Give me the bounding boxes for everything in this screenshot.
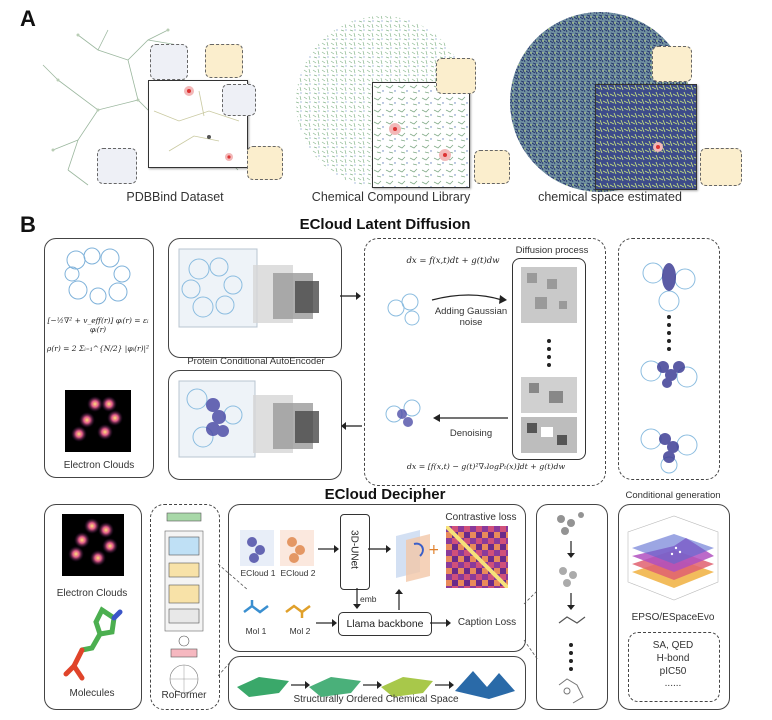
electron-clouds-label-1: Electron Clouds bbox=[63, 460, 135, 471]
ecloud1-image bbox=[240, 530, 274, 566]
llama-backbone: Llama backbone bbox=[338, 612, 432, 636]
arrow-to-caption-loss bbox=[430, 618, 452, 628]
caption-compound-library: Chemical Compound Library bbox=[311, 190, 471, 204]
molecule-thumb-6 bbox=[436, 58, 476, 94]
mol2-label: Mol 2 bbox=[289, 626, 311, 636]
autoencoder-box-bottom bbox=[168, 370, 342, 480]
latent-diffusion-title: ECloud Latent Diffusion bbox=[299, 216, 471, 233]
molecule-thumb-3 bbox=[222, 84, 256, 116]
mol1-image bbox=[240, 598, 274, 622]
molecule-thumb-1 bbox=[150, 44, 188, 80]
arrow-from-unet bbox=[368, 544, 392, 554]
molecule-thumb-8 bbox=[652, 46, 692, 82]
generation-progression-box bbox=[536, 504, 608, 710]
molecule-thumb-2 bbox=[205, 44, 243, 78]
panel-a-label: A bbox=[20, 6, 36, 31]
conditional-generation-label: Conditional generation bbox=[625, 490, 721, 501]
electron-clouds-label-2: Electron Clouds bbox=[56, 588, 128, 599]
landscape-3d bbox=[624, 512, 722, 608]
molecule-thumb-9 bbox=[700, 148, 742, 186]
espo-label: EPSO/ESpaceEvo bbox=[631, 612, 715, 623]
panel-b-label: B bbox=[20, 212, 36, 237]
ordered-space-label: Structurally Ordered Chemical Space bbox=[293, 694, 459, 705]
adding-noise-label: Adding Gaussian noise bbox=[434, 306, 508, 328]
property-hbond: H-bond bbox=[656, 653, 690, 664]
density-equation: ρ(r) = 2 Σᵢ₌₁^{N/2} |φᵢ(r)|² bbox=[46, 344, 150, 353]
arrow-adding-noise bbox=[430, 292, 510, 306]
mol2-image bbox=[282, 598, 316, 622]
mol1-label: Mol 1 bbox=[245, 626, 267, 636]
svg-text:+: + bbox=[428, 542, 438, 558]
noisy-ecloud-top bbox=[384, 290, 424, 328]
denoising-label: Denoising bbox=[449, 428, 493, 439]
reverse-sde: dx = [f(x,t) − g(t)²∇ₓlogPₜ(x)]dt + g(t)… bbox=[406, 462, 566, 471]
diffusion-steps-column bbox=[512, 258, 586, 460]
unet-block bbox=[340, 514, 370, 590]
arrow-to-diffusion bbox=[340, 290, 362, 302]
arrow-up-to-embed bbox=[394, 588, 404, 610]
properties-box bbox=[628, 632, 720, 702]
molecules-label: Molecules bbox=[69, 688, 115, 699]
arrow-to-llama bbox=[316, 618, 338, 628]
forward-sde: dx = f(x,t)dt + g(t)dw bbox=[406, 256, 500, 266]
arrow-from-diffusion bbox=[340, 420, 362, 432]
embedding-sheets: + bbox=[392, 526, 438, 584]
chemical-space-inset bbox=[595, 84, 697, 190]
molecule-thumb-4 bbox=[97, 148, 137, 184]
molecule-stick-model bbox=[62, 604, 126, 684]
contrastive-matrix bbox=[446, 526, 508, 588]
caption-loss-label: Caption Loss bbox=[457, 617, 517, 628]
generated-molecules-column bbox=[618, 238, 720, 480]
protein-pocket-image bbox=[62, 246, 136, 306]
property-more: ...... bbox=[664, 678, 682, 689]
electron-density-image bbox=[65, 390, 131, 452]
ecloud2-image bbox=[280, 530, 314, 566]
unet-label: 3D-UNet bbox=[348, 530, 360, 569]
caption-pdbbind: PDBBind Dataset bbox=[126, 190, 224, 204]
caption-chemical-space: chemical space estimated bbox=[538, 190, 682, 204]
arrow-emb bbox=[352, 588, 362, 610]
compound-zoom-inset bbox=[372, 82, 470, 188]
kohn-sham-equation: [−½∇² + v_eff(r)] φᵢ(r) = εᵢ φᵢ(r) bbox=[47, 316, 149, 334]
diffusion-process-box bbox=[364, 238, 606, 486]
molecule-thumb-5 bbox=[247, 146, 283, 180]
roformer-label: RoFormer bbox=[161, 690, 207, 701]
roformer-box bbox=[150, 504, 220, 710]
denoised-ecloud bbox=[382, 394, 428, 434]
ecloud2-label: ECloud 2 bbox=[280, 568, 316, 578]
contrastive-loss-label: Contrastive loss bbox=[445, 512, 517, 523]
electron-density-image-2 bbox=[62, 514, 124, 576]
arrow-denoising bbox=[430, 412, 510, 426]
emb-label: emb bbox=[360, 594, 377, 604]
decipher-title: ECloud Decipher bbox=[324, 486, 446, 503]
ordered-space-box bbox=[228, 656, 526, 710]
arrow-to-unet bbox=[318, 544, 340, 554]
autoencoder-label: Protein Conditional AutoEncoder bbox=[187, 356, 325, 367]
molecule-thumb-7 bbox=[474, 150, 510, 184]
autoencoder-box-top bbox=[168, 238, 342, 358]
property-sa-qed: SA, QED bbox=[652, 640, 694, 651]
diffusion-process-label: Diffusion process bbox=[515, 245, 589, 256]
property-pic50: pIC50 bbox=[659, 666, 687, 677]
ecloud1-label: ECloud 1 bbox=[240, 568, 276, 578]
